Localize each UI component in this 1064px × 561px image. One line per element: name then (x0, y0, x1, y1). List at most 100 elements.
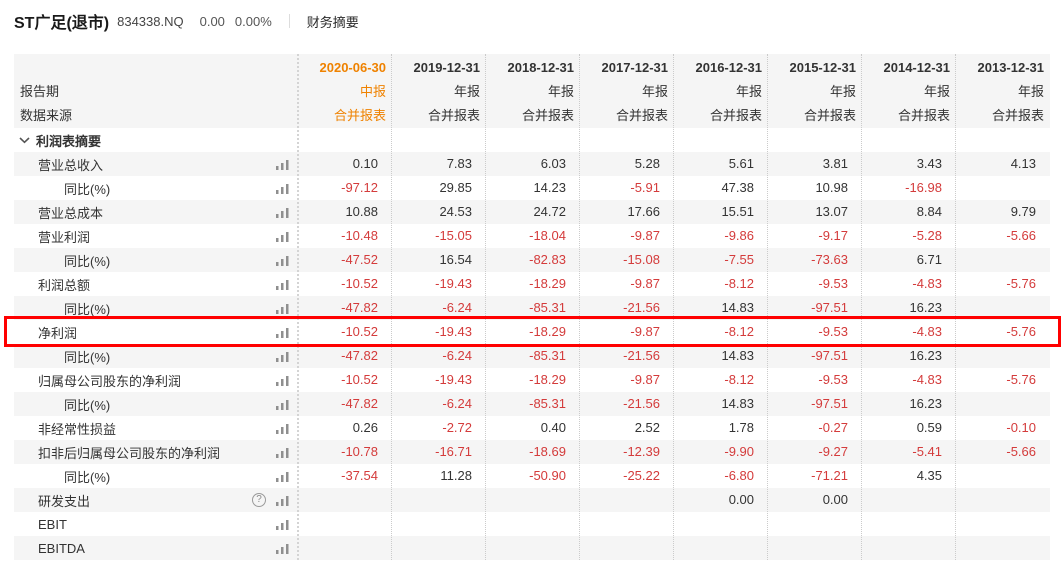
row-label-text: 净利润 (38, 325, 78, 341)
value-cell: 6.03 (540, 156, 566, 171)
value-cell: -97.12 (341, 180, 378, 195)
column-header: 2020-06-30 中报 合并报表 (297, 54, 391, 128)
help-icon[interactable]: ? (252, 493, 266, 507)
table-row[interactable]: 归属母公司股东的净利润 -10.52 -19.43 -18.29 -9.87 -8.12 -… (14, 368, 1050, 392)
column-date: 2017-12-31 (601, 60, 669, 75)
table-row[interactable]: 营业利润 -10.48 -15.05 -18.04 -9.87 -9.86 -9.17 -5.… (14, 224, 1050, 248)
value-cell: -50.90 (529, 468, 566, 483)
value-cell (955, 344, 1049, 368)
value-cell: -5.41 (912, 444, 942, 459)
value-cell: 14.83 (721, 396, 754, 411)
value-cell: -5.76 (1006, 372, 1036, 387)
bar-chart-icon[interactable] (276, 207, 289, 218)
value-cell (955, 536, 1049, 560)
value-cell: 24.72 (533, 204, 566, 219)
value-cell: -18.69 (529, 444, 566, 459)
table-body: 营业总收入 0.10 7.83 6.03 5.28 5.61 3.81 3.43 4.13 同比(… (14, 152, 1050, 560)
value-cell: -0.27 (818, 420, 848, 435)
value-cell: -10.52 (341, 372, 378, 387)
table-row[interactable]: 同比(%) -47.82 -6.24 -85.31 -21.56 14.83 -97.51 1… (14, 296, 1050, 320)
bar-chart-icon[interactable] (276, 231, 289, 242)
value-cell (955, 176, 1049, 200)
value-cell: 14.83 (721, 348, 754, 363)
data-source-label: 数据来源 (20, 108, 73, 123)
row-label: EBIT (14, 512, 297, 536)
value-cell: -97.51 (811, 300, 848, 315)
value-cell: -10.52 (341, 276, 378, 291)
value-cell: -10.78 (341, 444, 378, 459)
bar-chart-icon[interactable] (276, 423, 289, 434)
value-cell: -4.83 (912, 276, 942, 291)
table-row[interactable]: 同比(%) -37.54 11.28 -50.90 -25.22 -6.80 -71.21 4… (14, 464, 1050, 488)
bar-chart-icon[interactable] (276, 543, 289, 554)
value-cell: -6.24 (442, 300, 472, 315)
table-row[interactable]: 同比(%) -47.82 -6.24 -85.31 -21.56 14.83 -97.51 1… (14, 392, 1050, 416)
table-row[interactable]: 研发支出? 0.00 0.00 (14, 488, 1050, 512)
bar-chart-icon[interactable] (276, 399, 289, 410)
table-row[interactable]: 营业总成本 10.88 24.53 24.72 17.66 15.51 13.07 8.84 9… (14, 200, 1050, 224)
value-cell: 6.71 (916, 252, 942, 267)
bar-chart-icon[interactable] (276, 303, 289, 314)
table-row[interactable]: 非经常性损益 0.26 -2.72 0.40 2.52 1.78 -0.27 0.59 -0.1… (14, 416, 1050, 440)
value-cell: -97.51 (811, 348, 848, 363)
value-cell: -9.53 (818, 324, 848, 339)
table-row[interactable]: EBIT (14, 512, 1050, 536)
table-row[interactable]: 同比(%) -97.12 29.85 14.23 -5.91 47.38 10.98 -16.… (14, 176, 1050, 200)
value-cell: -6.80 (724, 468, 754, 483)
table-row[interactable]: 扣非后归属母公司股东的净利润 -10.78 -16.71 -18.69 -12.39 -9… (14, 440, 1050, 464)
row-label: 净利润 (14, 320, 297, 344)
value-cell: -71.21 (811, 468, 848, 483)
section-income-statement-summary[interactable]: 利润表摘要 (14, 128, 1050, 152)
bar-chart-icon[interactable] (276, 471, 289, 482)
tab-financial-summary[interactable]: 财务摘要 (306, 14, 359, 30)
table-row[interactable]: EBITDA (14, 536, 1050, 560)
row-label-text: 同比(%) (64, 469, 111, 485)
bar-chart-icon[interactable] (276, 519, 289, 530)
row-label-text: 营业总收入 (38, 157, 104, 173)
value-cell: -9.53 (818, 276, 848, 291)
value-cell: -9.27 (818, 444, 848, 459)
value-cell: -15.08 (623, 252, 660, 267)
bar-chart-icon[interactable] (276, 255, 289, 266)
table-row[interactable]: 利润总额 -10.52 -19.43 -18.29 -9.87 -8.12 -9.53 -4.… (14, 272, 1050, 296)
value-cell: 14.83 (721, 300, 754, 315)
value-cell: -8.12 (724, 276, 754, 291)
row-label: 营业总收入 (14, 152, 297, 176)
row-label: 营业总成本 (14, 200, 297, 224)
column-headers: 2020-06-30 中报 合并报表 2019-12-31 年报 合并报表 2018-12-… (297, 54, 1050, 128)
value-cell: -97.51 (811, 396, 848, 411)
value-cell: 5.28 (634, 156, 660, 171)
bar-chart-icon[interactable] (276, 279, 289, 290)
chevron-down-icon (19, 136, 30, 143)
bar-chart-icon[interactable] (276, 447, 289, 458)
row-label: 非经常性损益 (14, 416, 297, 440)
bar-chart-icon[interactable] (276, 183, 289, 194)
value-cell: -4.83 (912, 324, 942, 339)
value-cell: -37.54 (341, 468, 378, 483)
bar-chart-icon[interactable] (276, 327, 289, 338)
value-cell: 0.00 (822, 492, 848, 507)
table-row[interactable]: 同比(%) -47.82 -6.24 -85.31 -21.56 14.83 -97.51 1… (14, 344, 1050, 368)
value-cell (767, 512, 861, 536)
table-row[interactable]: 同比(%) -47.52 16.54 -82.83 -15.08 -7.55 -73.63 6… (14, 248, 1050, 272)
value-cell: 9.79 (1010, 204, 1036, 219)
table-row[interactable]: 净利润 -10.52 -19.43 -18.29 -9.87 -8.12 -9.53 -4.8… (14, 320, 1050, 344)
value-cell (767, 536, 861, 560)
value-cell (955, 464, 1049, 488)
bar-chart-icon[interactable] (276, 159, 289, 170)
value-cell (579, 512, 673, 536)
value-cell: -21.56 (623, 396, 660, 411)
column-source: 合并报表 (333, 108, 386, 123)
bar-chart-icon[interactable] (276, 375, 289, 386)
column-date: 2019-12-31 (413, 60, 481, 75)
row-label-text: 归属母公司股东的净利润 (38, 373, 182, 389)
value-cell: -18.29 (529, 372, 566, 387)
value-cell: -85.31 (529, 396, 566, 411)
bar-chart-icon[interactable] (276, 351, 289, 362)
column-header: 2015-12-31 年报 合并报表 (767, 54, 861, 128)
row-label: 营业利润 (14, 224, 297, 248)
value-cell: 17.66 (627, 204, 660, 219)
row-label-text: 营业总成本 (38, 205, 104, 221)
table-row[interactable]: 营业总收入 0.10 7.83 6.03 5.28 5.61 3.81 3.43 4.13 (14, 152, 1050, 176)
bar-chart-icon[interactable] (276, 495, 289, 506)
